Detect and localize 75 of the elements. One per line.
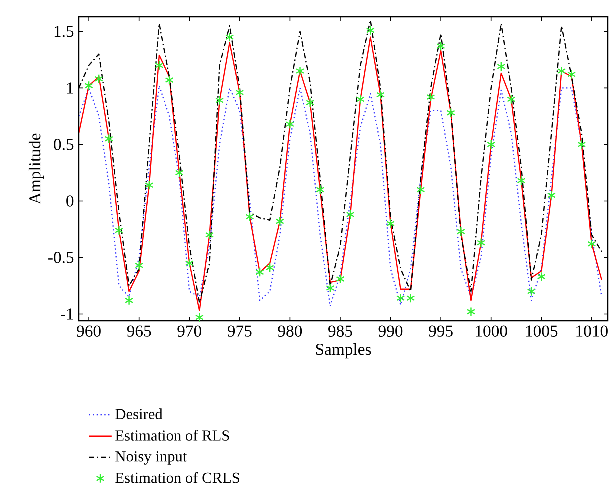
y-tick-label: -1 — [61, 308, 74, 320]
point — [578, 140, 586, 150]
point — [386, 218, 396, 229]
point — [406, 294, 416, 304]
point — [436, 42, 446, 52]
point — [497, 62, 506, 72]
y-tick-label: 0 — [66, 196, 74, 207]
point — [246, 212, 254, 222]
point — [145, 180, 154, 190]
x-tick-label: 980 — [278, 326, 302, 337]
point — [195, 312, 204, 322]
x-tick-label: 1000 — [476, 326, 508, 337]
point — [236, 88, 244, 98]
point — [396, 294, 406, 304]
point — [205, 230, 214, 240]
y-tick-label: 0.5 — [54, 139, 74, 150]
x-tick-label: 1005 — [526, 326, 558, 337]
x-tick-label: 965 — [127, 326, 152, 337]
point — [557, 66, 566, 76]
point — [175, 168, 184, 178]
point — [185, 258, 194, 268]
point — [266, 263, 274, 273]
point — [456, 226, 466, 237]
point — [547, 190, 556, 200]
x-tick-label: 960 — [77, 326, 101, 337]
y-tick-label: 1.5 — [54, 26, 74, 38]
x-tick-label: 975 — [228, 326, 252, 337]
point — [104, 134, 114, 144]
point — [165, 75, 174, 86]
point — [466, 307, 476, 317]
point — [306, 98, 315, 108]
point — [226, 32, 234, 42]
line-series — [79, 85, 603, 307]
point — [487, 140, 496, 150]
point — [256, 268, 264, 278]
point — [276, 216, 284, 226]
point — [286, 120, 294, 130]
x-tick-label: 970 — [178, 326, 202, 337]
point — [135, 260, 144, 270]
y-axis-title: Amplitude — [28, 134, 44, 204]
point — [416, 185, 426, 195]
point — [517, 176, 526, 186]
point — [346, 210, 355, 220]
x-tick-label: 995 — [429, 326, 453, 337]
legend-label: Noisy input — [116, 451, 188, 465]
point — [94, 74, 104, 84]
y-tick-label: 1 — [67, 82, 74, 94]
point — [316, 185, 325, 195]
y-tick-label: -0.5 — [48, 252, 74, 264]
point — [527, 286, 536, 296]
x-tick-label: 990 — [378, 326, 403, 337]
point — [588, 239, 596, 250]
point — [446, 108, 456, 118]
point — [376, 90, 386, 100]
point — [336, 274, 345, 284]
point — [114, 226, 124, 236]
point — [124, 296, 134, 306]
point — [426, 92, 436, 102]
point — [568, 70, 576, 80]
point — [296, 66, 305, 76]
legend-label: Desired — [116, 408, 163, 420]
legend-label: Estimation of CRLS — [116, 472, 240, 484]
point — [326, 283, 335, 294]
legend-label: Estimation of RLS — [116, 430, 230, 441]
point — [537, 272, 546, 282]
x-tick-label: 985 — [328, 326, 352, 337]
x-tick-label: 1010 — [576, 326, 608, 337]
point — [356, 94, 365, 104]
point — [366, 26, 375, 36]
point — [84, 81, 94, 91]
point — [476, 238, 486, 248]
point — [507, 94, 516, 104]
x-axis-title: Samples — [316, 343, 372, 359]
point — [216, 96, 224, 106]
point — [155, 60, 164, 70]
